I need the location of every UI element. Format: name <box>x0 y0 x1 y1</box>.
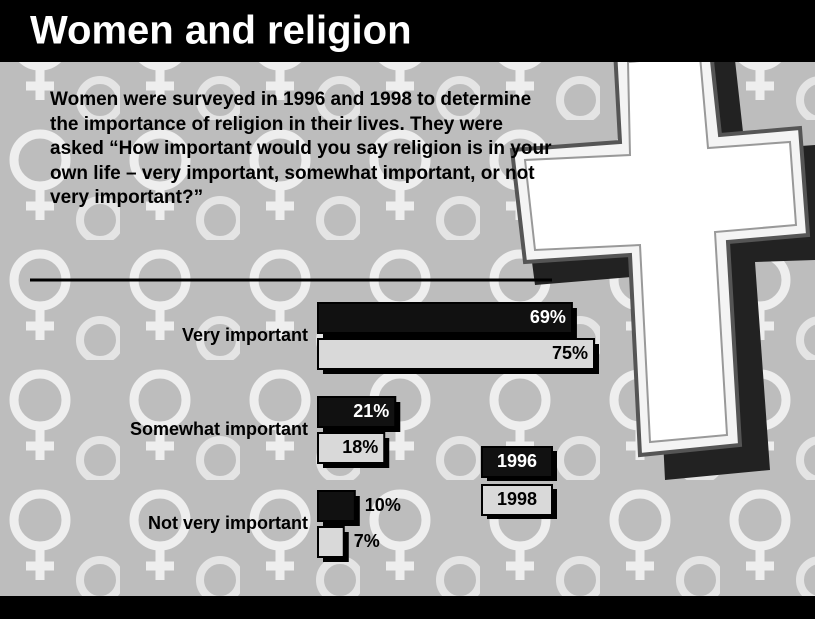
value-label: 69% <box>530 307 566 327</box>
chart-title: Women and religion <box>30 9 412 53</box>
footer-band <box>0 596 815 619</box>
legend-label: 1998 <box>497 489 537 509</box>
infographic: Women and religion Very important 69% 75% S… <box>0 0 815 619</box>
category-label: Very important <box>182 325 308 345</box>
value-label: 18% <box>342 437 378 457</box>
value-label: 7% <box>354 531 380 551</box>
value-label: 21% <box>353 401 389 421</box>
bar <box>318 527 344 557</box>
bar <box>318 491 355 521</box>
legend-label: 1996 <box>497 451 537 471</box>
category-label: Somewhat important <box>130 419 308 439</box>
category-label: Not very important <box>148 513 308 533</box>
value-label: 10% <box>365 495 401 515</box>
value-label: 75% <box>552 343 588 363</box>
chart-subtitle: Women were surveyed in 1996 and 1998 to … <box>50 88 555 211</box>
